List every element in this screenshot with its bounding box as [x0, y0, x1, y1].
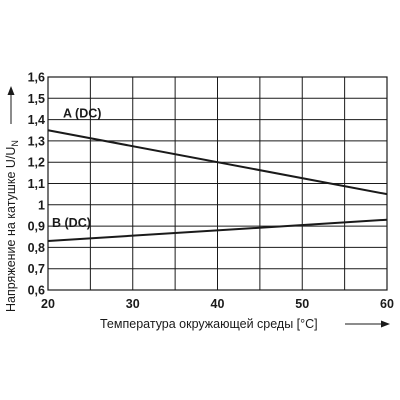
y-tick-label: 0,7: [28, 262, 45, 276]
series-labels: A (DC) B (DC): [52, 106, 101, 230]
x-tick-label: 60: [380, 297, 394, 311]
y-tick-label: 0,8: [28, 241, 45, 255]
x-axis-arrow-icon: [345, 320, 390, 328]
y-axis-title-subscript: N: [10, 140, 20, 147]
y-tick-label: 1,5: [28, 92, 45, 106]
series-line-b: [47, 218, 388, 243]
y-tick-label: 0,9: [28, 220, 45, 234]
series-label-a: A (DC): [63, 106, 101, 120]
plot-frame: [47, 76, 388, 291]
x-tick-label: 40: [211, 297, 225, 311]
svg-text:Напряжение на катушке U/UN: Напряжение на катушке U/UN: [4, 140, 20, 312]
series-label-b: B (DC): [52, 216, 91, 230]
y-tick-label: 1,2: [28, 156, 45, 170]
y-tick-label: 1,6: [28, 71, 45, 85]
x-axis-title: Температура окружающей среды [°C]: [100, 317, 318, 331]
y-axis-title: Напряжение на катушке U/UN: [4, 140, 20, 312]
series-lines: [47, 129, 388, 243]
y-tick-label: 1,3: [28, 134, 45, 148]
y-axis-title-main: Напряжение на катушке U/U: [4, 147, 18, 312]
x-tick-label: 30: [126, 297, 140, 311]
series-line-a: [47, 129, 388, 196]
y-tick-label: 1,1: [28, 177, 45, 191]
y-tick-label: 0,6: [28, 284, 45, 298]
x-tick-label: 50: [295, 297, 309, 311]
y-axis-arrow-icon: [7, 86, 15, 124]
y-tick-labels: 0,6 0,7 0,8 0,9 1 1,1 1,2 1,3 1,4 1,5 1,6: [28, 71, 45, 298]
y-tick-label: 1,4: [28, 113, 45, 127]
y-tick-label: 1: [38, 198, 45, 212]
x-tick-label: 20: [41, 297, 55, 311]
x-tick-labels: 20 30 40 50 60: [41, 297, 394, 311]
